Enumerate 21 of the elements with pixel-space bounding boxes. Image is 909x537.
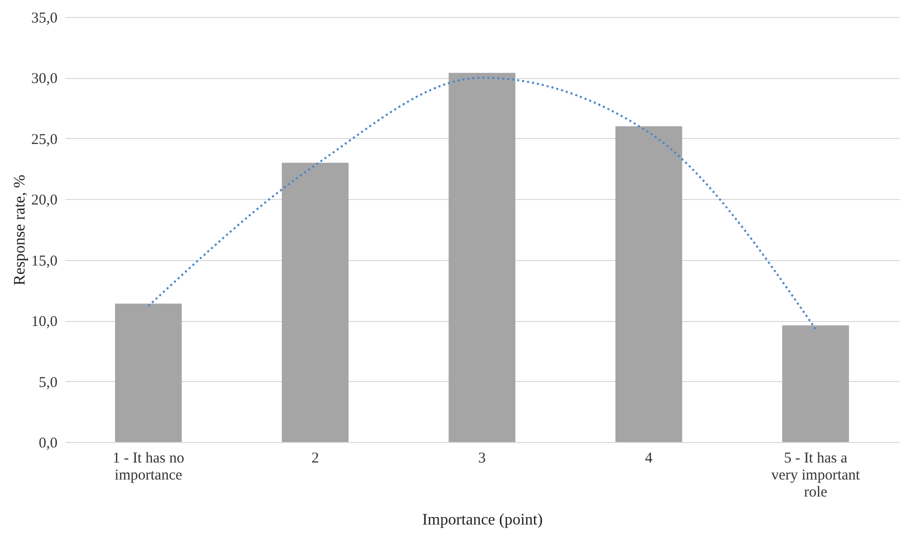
x-tick-label: 4 [645,450,654,466]
y-tick-label: 30,0 [31,71,58,88]
bar [282,162,349,442]
y-axis-title: Response rate, % [11,174,28,286]
line-series [147,76,817,330]
x-axis-title: Importance (point) [422,512,543,528]
x-tick-label: 1 - It has no importance [112,450,184,484]
y-tick-label: 10,0 [31,314,58,330]
bar [115,304,182,442]
x-tick-label: 3 [478,450,486,466]
bar [782,325,849,442]
bar [448,72,516,442]
y-tick-label: 5,0 [38,374,58,391]
y-tick-label: 20,0 [31,192,58,209]
y-tick-label: 0,0 [38,436,58,452]
y-tick-label: 25,0 [31,132,58,148]
x-tick-label: 5 - It has a very important role [771,450,861,500]
bar [615,126,682,442]
y-tick-label: 35,0 [31,10,58,26]
y-tick-label: 15,0 [31,253,58,270]
x-tick-label: 2 [311,450,319,466]
